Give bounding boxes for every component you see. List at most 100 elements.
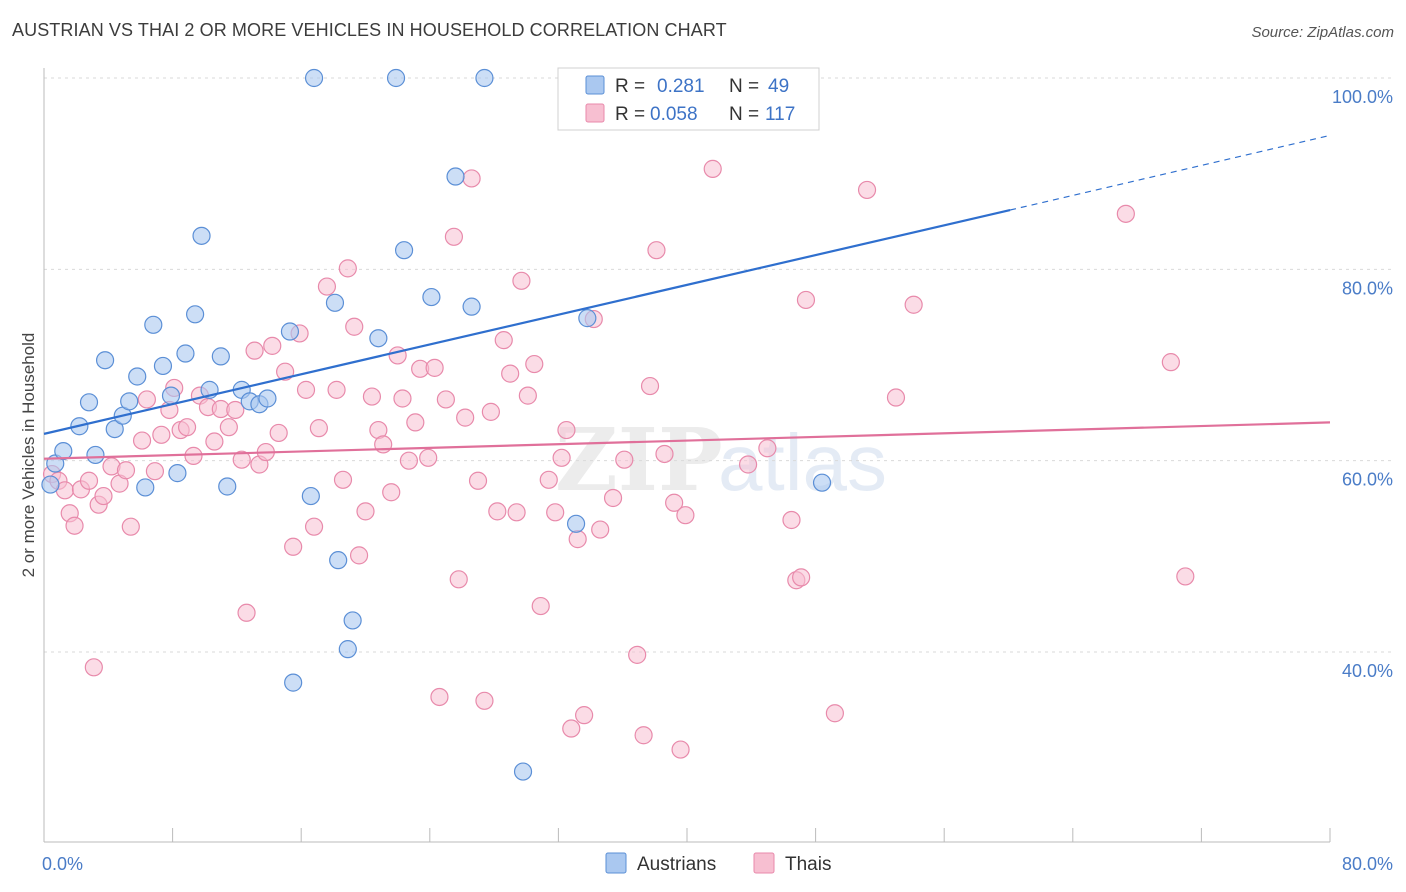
thai-point-58 xyxy=(419,448,438,467)
austrian-point-26 xyxy=(280,322,300,341)
thai-point-63 xyxy=(449,570,468,589)
thai-point-101 xyxy=(792,568,811,587)
thai-point-66 xyxy=(468,471,488,490)
thai-point-14 xyxy=(132,431,152,450)
thai-point-16 xyxy=(145,462,165,481)
austrian-point-9 xyxy=(120,392,139,411)
thai-point-4 xyxy=(65,516,84,535)
thai-point-77 xyxy=(539,470,558,489)
austrian-point-6 xyxy=(95,351,115,370)
austrian-point-34 xyxy=(369,329,388,348)
thai-point-7 xyxy=(84,658,103,677)
austrian-point-0 xyxy=(41,475,60,494)
legend-swatch-thais xyxy=(585,103,605,123)
austrian-point-14 xyxy=(161,386,181,405)
thai-point-6 xyxy=(79,471,99,490)
thai-point-71 xyxy=(501,364,520,383)
thai-point-85 xyxy=(591,520,610,539)
thai-point-78 xyxy=(546,503,565,522)
y-tick-labels: 40.0% 60.0% 80.0% 100.0% xyxy=(1332,87,1393,681)
legend-n-label-thais: N = xyxy=(729,104,759,125)
thai-point-76 xyxy=(531,596,550,616)
thai-point-67 xyxy=(475,691,494,710)
thai-point-34 xyxy=(263,336,282,355)
thai-point-44 xyxy=(333,470,353,489)
thai-point-60 xyxy=(430,687,449,707)
thai-point-95 xyxy=(676,506,695,525)
austrian-point-36 xyxy=(394,241,414,260)
thai-point-102 xyxy=(796,290,816,310)
thai-point-22 xyxy=(184,446,203,465)
austrian-point-10 xyxy=(128,367,147,386)
thai-point-91 xyxy=(647,241,666,260)
chart-title: AUSTRIAN VS THAI 2 OR MORE VEHICLES IN H… xyxy=(12,20,727,40)
thai-point-12 xyxy=(116,461,136,480)
thai-point-59 xyxy=(425,358,444,377)
austrian-point-29 xyxy=(304,68,324,88)
austrian-point-21 xyxy=(218,477,237,496)
thai-point-79 xyxy=(552,448,571,467)
austrian-point-39 xyxy=(462,297,481,316)
thai-point-72 xyxy=(507,503,526,522)
thai-point-90 xyxy=(640,376,660,396)
austrian-point-25 xyxy=(258,389,277,408)
austrian-point-13 xyxy=(153,356,173,376)
thai-point-74 xyxy=(518,386,537,405)
austrian-point-5 xyxy=(86,445,105,465)
thais-points xyxy=(42,159,1195,759)
austrian-point-38 xyxy=(446,167,465,186)
thai-point-88 xyxy=(628,645,647,664)
austrian-point-35 xyxy=(386,68,406,88)
bottom-legend-swatch-thais xyxy=(753,852,775,874)
thai-point-31 xyxy=(245,341,264,360)
austrian-point-43 xyxy=(578,309,597,328)
thai-point-98 xyxy=(758,439,777,458)
thai-point-30 xyxy=(237,603,256,622)
thai-point-45 xyxy=(338,259,357,278)
thai-point-82 xyxy=(568,530,587,549)
thai-point-27 xyxy=(219,418,238,437)
thai-point-109 xyxy=(1176,567,1195,586)
thai-point-40 xyxy=(304,517,324,536)
thai-point-86 xyxy=(603,488,623,508)
thai-point-42 xyxy=(317,277,337,296)
austrian-point-32 xyxy=(338,640,357,659)
y-tick-label-80: 80.0% xyxy=(1342,278,1393,298)
bottom-legend-label-thais: Thais xyxy=(785,854,831,875)
austrian-point-42 xyxy=(566,514,586,533)
thai-point-87 xyxy=(615,450,634,469)
thai-point-49 xyxy=(362,387,382,406)
legend-swatch-austrians xyxy=(585,75,605,95)
austrian-point-30 xyxy=(325,293,345,312)
thai-point-37 xyxy=(284,537,303,556)
thai-point-103 xyxy=(825,704,844,723)
thai-point-64 xyxy=(456,408,475,427)
thai-point-21 xyxy=(177,418,197,437)
thai-point-70 xyxy=(494,331,513,350)
thai-point-106 xyxy=(904,295,923,314)
thai-point-29 xyxy=(232,450,251,469)
thai-point-41 xyxy=(309,419,328,438)
austrian-point-33 xyxy=(343,611,362,630)
austrians-trend-extension xyxy=(1009,134,1331,211)
thai-point-92 xyxy=(655,444,674,464)
x-tick-label-max: 80.0% xyxy=(1342,854,1393,874)
austrian-point-28 xyxy=(301,486,320,506)
austrian-point-27 xyxy=(284,673,303,692)
austrian-point-20 xyxy=(211,347,230,366)
watermark: ZIP atlas xyxy=(555,410,887,511)
thai-point-39 xyxy=(296,380,316,399)
legend-n-value-thais: 117 xyxy=(765,104,795,125)
thai-point-15 xyxy=(137,390,156,409)
thai-point-9 xyxy=(94,486,113,506)
thai-point-93 xyxy=(665,493,684,512)
austrians-trend-line xyxy=(43,208,1011,435)
austrian-point-11 xyxy=(136,478,155,497)
trend-lines xyxy=(43,134,1331,460)
thai-point-61 xyxy=(436,390,455,409)
thai-point-56 xyxy=(406,413,425,432)
legend-r-value-thais: 0.058 xyxy=(650,104,698,125)
thai-point-81 xyxy=(562,719,581,738)
thai-point-43 xyxy=(327,380,346,399)
